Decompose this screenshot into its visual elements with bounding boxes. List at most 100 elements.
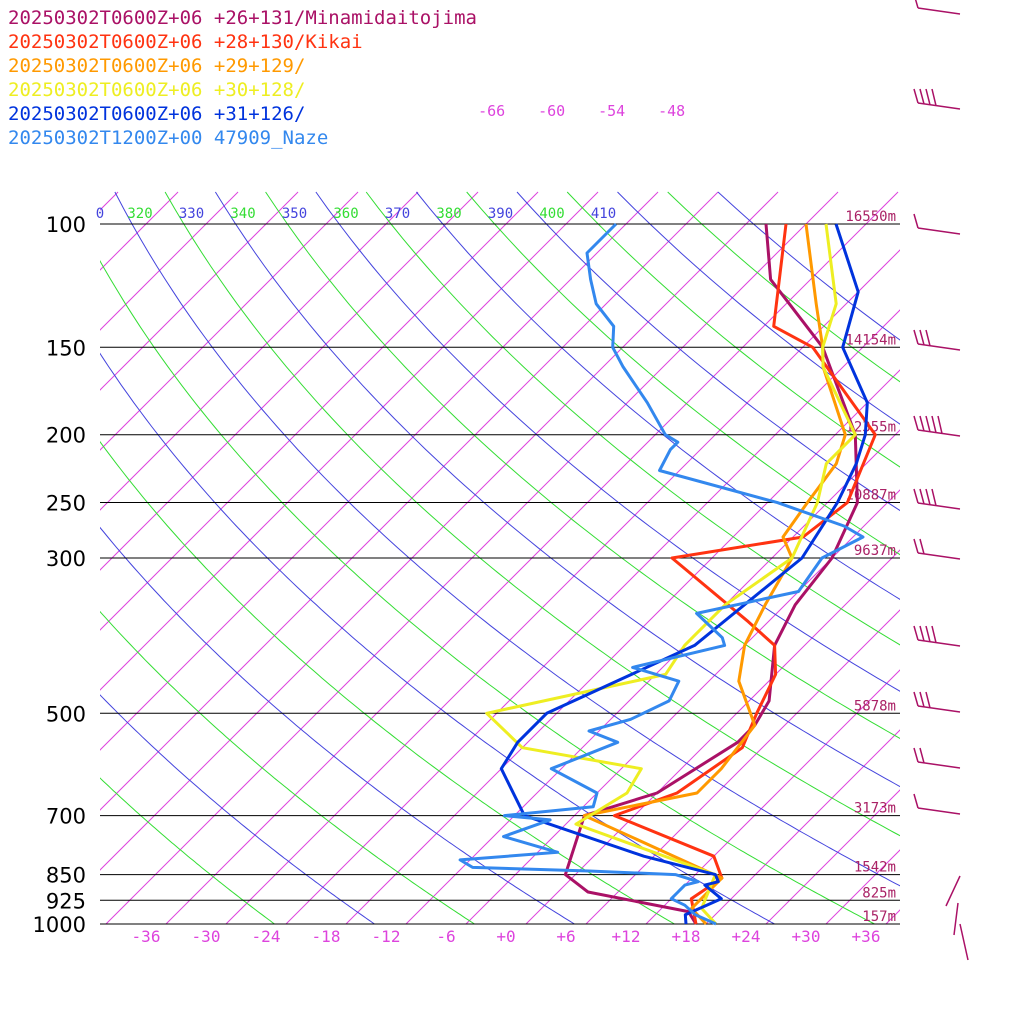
pressure-label: 300 — [46, 547, 86, 571]
isotherm-line — [100, 191, 239, 331]
wind-barb-staff — [917, 7, 961, 15]
theta-curve — [100, 610, 475, 925]
theta-label: 370 — [385, 206, 410, 222]
wind-barb-staff — [917, 227, 961, 235]
wind-barb-flag — [913, 691, 919, 707]
wind-barb-flag — [925, 415, 931, 432]
x-tick-label: +36 — [852, 927, 881, 946]
wind-barb — [913, 488, 961, 510]
wind-barb — [913, 329, 961, 351]
wind-barb — [913, 747, 961, 769]
wind-barb — [913, 213, 961, 235]
wind-barb-staff — [917, 639, 961, 647]
wind-barb-flag — [913, 213, 919, 229]
legend-entry: 20250302T0600Z+06 +28+130/Kikai — [8, 31, 363, 53]
wind-barb-flag — [931, 88, 937, 106]
sounding-line — [499, 223, 869, 925]
wind-barb-staff — [917, 807, 961, 815]
wind-barb-flag — [919, 538, 925, 555]
wind-barb — [914, 0, 961, 15]
theta-curve — [100, 352, 775, 925]
isotherm-line — [645, 669, 900, 925]
height-label: 3173m — [854, 801, 896, 817]
theta-curve — [164, 191, 900, 837]
pressure-label: 1000 — [33, 913, 86, 937]
height-label: 825m — [862, 885, 896, 901]
theta-label: 320 — [127, 206, 152, 222]
theta-curve — [315, 191, 900, 692]
pressure-label: 850 — [46, 864, 86, 888]
wind-barb-flag — [919, 415, 925, 432]
wind-barb-flag — [919, 329, 925, 346]
sounding-line — [485, 223, 857, 926]
wind-barb-flag — [931, 488, 937, 506]
wind-barb-flag — [931, 625, 937, 643]
theta-curve — [100, 440, 675, 925]
wind-barb-staff — [917, 705, 961, 713]
x-tick-label: -36 — [132, 927, 161, 946]
wind-barbs — [913, 0, 969, 961]
legend-entry: 20250302T1200Z+00 47909_Naze — [8, 127, 328, 149]
x-tick-label: -18 — [312, 927, 341, 946]
wind-barb-flag — [925, 625, 931, 642]
wind-barb-flag — [925, 88, 931, 105]
wind-barb-flag — [919, 625, 925, 642]
pressure-label: 150 — [46, 336, 86, 360]
theta-label: 400 — [539, 206, 564, 222]
wind-barb-flag — [919, 691, 925, 708]
theta-curve — [265, 191, 900, 740]
x-tick-labels: -36 -30 -24 -18 -12 -6 +0 +6 +12 +18 +24 +30 +36 — [132, 927, 881, 946]
wind-barb-staff — [917, 102, 961, 110]
wind-barb — [945, 875, 961, 907]
theta-curve — [100, 259, 875, 925]
x-tick-label: +12 — [612, 927, 641, 946]
isotherm-label: -60 — [538, 102, 565, 120]
theta-curve — [100, 526, 575, 925]
legend-entry: 20250302T0600Z+06 +29+129/ — [8, 55, 305, 77]
isotherm-line — [100, 191, 359, 451]
height-label: 1542m — [854, 860, 896, 876]
legend: 20250302T0600Z+06 +26+131/Minamidaitojim… — [8, 7, 477, 149]
height-label: 5878m — [854, 698, 896, 714]
isotherm-line — [100, 191, 299, 391]
x-tick-label: +6 — [556, 927, 575, 946]
wind-barb-flag — [913, 488, 919, 504]
wind-barb-flag — [925, 488, 931, 505]
legend-entry: 20250302T0600Z+06 +26+131/Minamidaitojim… — [8, 7, 477, 29]
theta-curve — [100, 777, 275, 925]
wind-barb — [913, 625, 961, 647]
isotherm-line — [765, 789, 900, 925]
wind-barb — [913, 88, 961, 110]
isotherm-line — [100, 191, 419, 511]
sounding-line — [563, 223, 859, 925]
x-tick-label: +30 — [792, 927, 821, 946]
theta-curve — [100, 694, 375, 925]
wind-barb-staff — [917, 429, 961, 437]
theta-label: 340 — [230, 206, 255, 222]
pressure-label: 100 — [46, 213, 86, 237]
wind-barb-staff — [917, 761, 961, 769]
wind-barb-flag — [919, 747, 925, 764]
pressure-label: 200 — [46, 424, 86, 448]
wind-barb-flag — [913, 88, 919, 104]
theta-curve — [114, 191, 900, 887]
pressure-label: 250 — [46, 492, 86, 516]
wind-barb-flag — [925, 691, 931, 708]
isotherm-line — [585, 609, 900, 925]
pressure-label: 700 — [46, 805, 86, 829]
height-label: 16550m — [845, 209, 896, 225]
x-tick-label: -6 — [436, 927, 455, 946]
x-tick-label: +0 — [496, 927, 515, 946]
height-label: 9637m — [854, 543, 896, 559]
pressure-label: 925 — [46, 889, 86, 913]
wind-barb — [959, 923, 969, 961]
theta-label: 360 — [333, 206, 358, 222]
wind-barb-flag — [919, 488, 925, 505]
theta-label: 380 — [436, 206, 461, 222]
wind-barb — [953, 902, 959, 936]
x-tick-label: -30 — [192, 927, 221, 946]
wind-barb-flag — [913, 415, 919, 431]
wind-barb-flag — [925, 329, 931, 346]
theta-labels: 0 320 330 340 350 360 370 380 390 400 410 — [96, 206, 616, 222]
